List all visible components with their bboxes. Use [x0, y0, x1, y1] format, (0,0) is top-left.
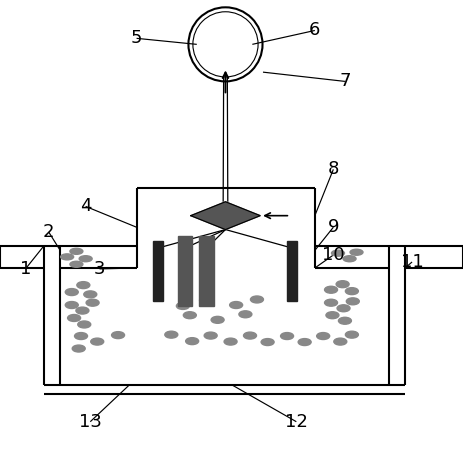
Text: 3: 3	[94, 260, 105, 278]
Ellipse shape	[76, 307, 89, 314]
Ellipse shape	[200, 297, 213, 304]
Ellipse shape	[211, 316, 224, 324]
Ellipse shape	[91, 338, 104, 345]
Text: 2: 2	[43, 223, 54, 241]
Ellipse shape	[186, 338, 199, 345]
Text: 8: 8	[328, 160, 339, 178]
Ellipse shape	[350, 249, 363, 255]
Text: 1: 1	[20, 260, 31, 278]
Ellipse shape	[72, 345, 85, 352]
Ellipse shape	[326, 312, 339, 319]
Bar	[153, 241, 163, 301]
Ellipse shape	[65, 302, 78, 308]
Ellipse shape	[176, 302, 189, 309]
Ellipse shape	[317, 333, 330, 340]
Ellipse shape	[65, 289, 78, 296]
Ellipse shape	[112, 332, 125, 339]
Ellipse shape	[70, 261, 83, 267]
Ellipse shape	[78, 321, 91, 328]
Ellipse shape	[239, 311, 252, 318]
Ellipse shape	[77, 281, 90, 289]
Text: 12: 12	[285, 413, 308, 431]
Ellipse shape	[336, 280, 349, 288]
Ellipse shape	[334, 338, 347, 345]
Ellipse shape	[84, 291, 97, 298]
Text: 4: 4	[80, 197, 91, 215]
Text: 5: 5	[131, 29, 142, 47]
Ellipse shape	[79, 256, 92, 262]
Ellipse shape	[337, 305, 350, 312]
Ellipse shape	[345, 288, 358, 295]
Text: 9: 9	[328, 218, 339, 236]
Ellipse shape	[70, 248, 83, 254]
Ellipse shape	[343, 256, 356, 262]
Ellipse shape	[61, 254, 74, 260]
Ellipse shape	[298, 339, 311, 346]
Ellipse shape	[86, 299, 99, 306]
Ellipse shape	[332, 250, 344, 256]
Bar	[287, 241, 297, 301]
Ellipse shape	[68, 315, 81, 322]
Text: 7: 7	[339, 72, 350, 90]
Text: 11: 11	[400, 253, 424, 271]
Ellipse shape	[281, 333, 294, 340]
Bar	[178, 236, 192, 306]
Ellipse shape	[75, 333, 88, 340]
Ellipse shape	[325, 286, 338, 293]
Ellipse shape	[244, 332, 257, 339]
Text: 10: 10	[322, 246, 344, 264]
Ellipse shape	[224, 338, 237, 345]
Ellipse shape	[338, 317, 351, 324]
Ellipse shape	[345, 331, 358, 338]
Ellipse shape	[250, 296, 263, 303]
Ellipse shape	[183, 312, 196, 319]
Text: 13: 13	[79, 413, 102, 431]
Ellipse shape	[346, 298, 359, 305]
Ellipse shape	[204, 332, 217, 339]
Ellipse shape	[261, 339, 274, 346]
Ellipse shape	[230, 302, 243, 308]
Text: 6: 6	[309, 21, 320, 39]
Polygon shape	[191, 202, 260, 229]
Bar	[199, 236, 214, 306]
Ellipse shape	[325, 299, 338, 306]
Ellipse shape	[165, 331, 178, 338]
